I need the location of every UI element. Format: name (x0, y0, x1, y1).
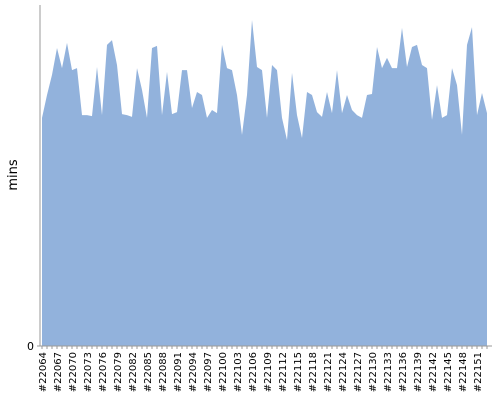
x-tick-label: #22109 (263, 352, 274, 392)
x-tick-label: #22076 (98, 352, 109, 392)
x-tick-label: #22145 (443, 352, 454, 392)
x-tick-label: #22130 (368, 352, 379, 392)
x-tick-label: #22106 (248, 352, 259, 392)
x-tick-label: #22079 (113, 352, 124, 392)
x-tick-label: #22136 (398, 352, 409, 392)
x-tick-label: #22073 (83, 352, 94, 392)
x-tick-label: #22118 (308, 352, 319, 392)
x-tick-label: #22064 (38, 352, 49, 392)
x-tick-label: #22091 (173, 352, 184, 392)
x-tick-label: #22121 (323, 352, 334, 392)
x-tick-label: #22067 (53, 352, 64, 392)
x-tick-label: #22133 (383, 352, 394, 392)
x-tick-label: #22082 (128, 352, 139, 392)
x-tick-label: #22094 (188, 352, 199, 392)
x-tick-label: #22103 (233, 352, 244, 392)
x-tick-label: #22085 (143, 352, 154, 392)
x-tick-label: #22112 (278, 352, 289, 392)
x-tick-label: #22100 (218, 352, 229, 392)
x-tick-label: #22127 (353, 352, 364, 392)
y-axis-label: mins (6, 159, 21, 191)
x-tick-label: #22148 (458, 352, 469, 392)
y-tick-label: 0 (27, 340, 34, 353)
x-tick-label: #22151 (473, 352, 484, 392)
x-tick-label: #22139 (413, 352, 424, 392)
x-tick-label: #22088 (158, 352, 169, 392)
area (42, 20, 487, 347)
x-tick-label: #22142 (428, 352, 439, 392)
x-tick-label: #22097 (203, 352, 214, 392)
x-tick-label: #22115 (293, 352, 304, 392)
x-tick-label: #22124 (338, 352, 349, 392)
x-tick-label: #22070 (68, 352, 79, 392)
